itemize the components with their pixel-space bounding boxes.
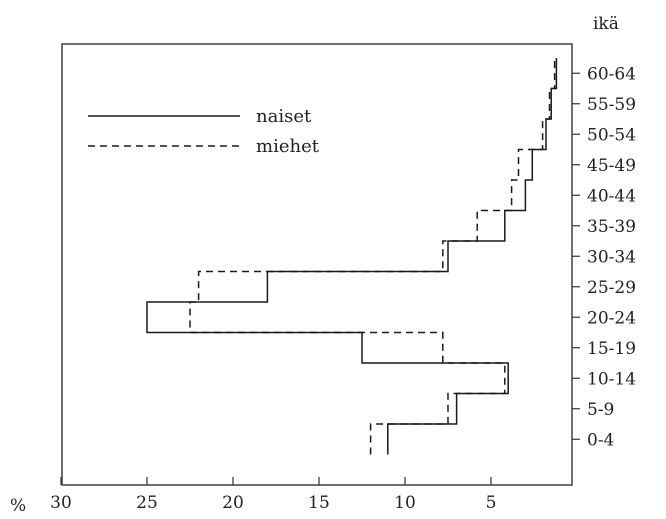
y-axis: 0-4 5-9 10-14 15-19 20-24 25-29 30-34 35-39 40-4… bbox=[572, 64, 636, 450]
y-tick-label-50-54: 50-54 bbox=[587, 125, 636, 145]
y-tick-label-40-44: 40-44 bbox=[587, 186, 636, 206]
x-tick-label-30: 30 bbox=[50, 493, 72, 513]
x-axis: 30 25 20 15 10 5 bbox=[50, 477, 496, 513]
y-tick-label-35-39: 35-39 bbox=[587, 217, 636, 237]
legend-label-miehet: miehet bbox=[256, 136, 320, 157]
y-tick-label-30-34: 30-34 bbox=[587, 247, 636, 267]
y-tick-label-0-4: 0-4 bbox=[587, 430, 614, 450]
x-tick-label-25: 25 bbox=[136, 493, 158, 513]
x-tick-label-15: 15 bbox=[308, 493, 330, 513]
y-tick-label-20-24: 20-24 bbox=[587, 308, 636, 328]
plot-frame bbox=[61, 43, 573, 486]
x-axis-title: % bbox=[10, 496, 26, 516]
series-line-naiset bbox=[146, 58, 558, 455]
y-tick-label-5-9: 5-9 bbox=[587, 400, 614, 420]
y-tick-label-10-14: 10-14 bbox=[587, 369, 636, 389]
y-tick-label-55-59: 55-59 bbox=[587, 95, 636, 115]
y-tick-label-45-49: 45-49 bbox=[587, 156, 636, 176]
series-group bbox=[146, 58, 558, 455]
y-axis-title: ikä bbox=[593, 14, 619, 34]
x-tick-label-10: 10 bbox=[394, 493, 416, 513]
y-tick-label-15-19: 15-19 bbox=[587, 339, 636, 359]
x-tick-label-20: 20 bbox=[222, 493, 244, 513]
legend-label-naiset: naiset bbox=[256, 106, 312, 127]
series-line-miehet bbox=[189, 58, 556, 455]
x-tick-label-5: 5 bbox=[486, 493, 497, 513]
legend: naiset miehet bbox=[88, 106, 320, 157]
y-tick-label-25-29: 25-29 bbox=[587, 278, 636, 298]
y-tick-label-60-64: 60-64 bbox=[587, 64, 636, 84]
